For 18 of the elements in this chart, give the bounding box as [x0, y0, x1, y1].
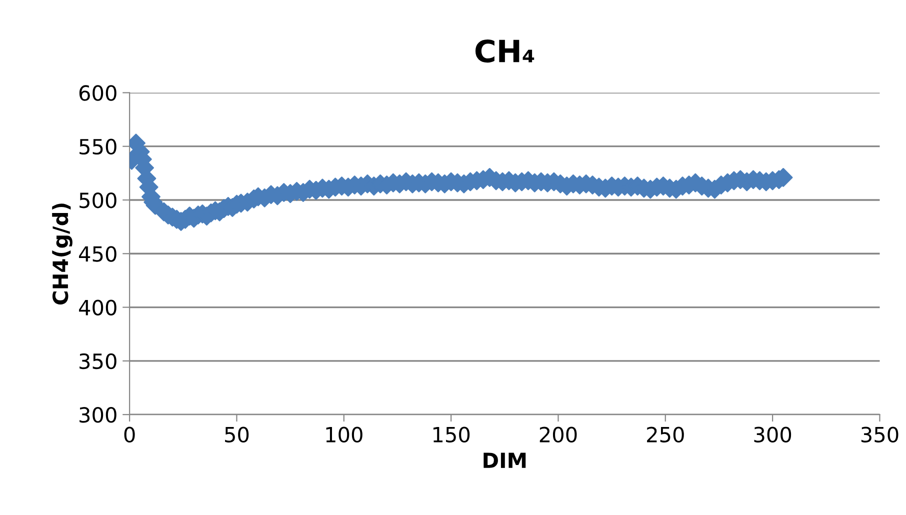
x-tick-label: 50 — [225, 426, 249, 443]
x-tick-label: 350 — [861, 426, 898, 443]
x-tick-label: 150 — [433, 426, 470, 443]
y-tick-label: 450 — [79, 246, 116, 262]
x-tick-label: 100 — [326, 426, 362, 443]
x-tick-label: 300 — [754, 426, 792, 443]
x-tick-label: 0 — [124, 426, 135, 443]
y-axis-title: CH4(g/d) — [52, 204, 72, 304]
y-tick-label: 350 — [80, 353, 116, 370]
x-tick-label: 200 — [540, 426, 577, 443]
y-tick-label: 300 — [80, 407, 116, 423]
y-tick-label: 550 — [80, 138, 116, 155]
y-tick-label: 400 — [79, 300, 116, 316]
x-tick-label: 250 — [647, 426, 684, 443]
x-axis-title: DIM — [484, 452, 526, 468]
y-tick-label: 500 — [80, 192, 116, 208]
y-tick-label: 600 — [79, 85, 116, 101]
chart-title: CH₄ — [475, 39, 534, 63]
